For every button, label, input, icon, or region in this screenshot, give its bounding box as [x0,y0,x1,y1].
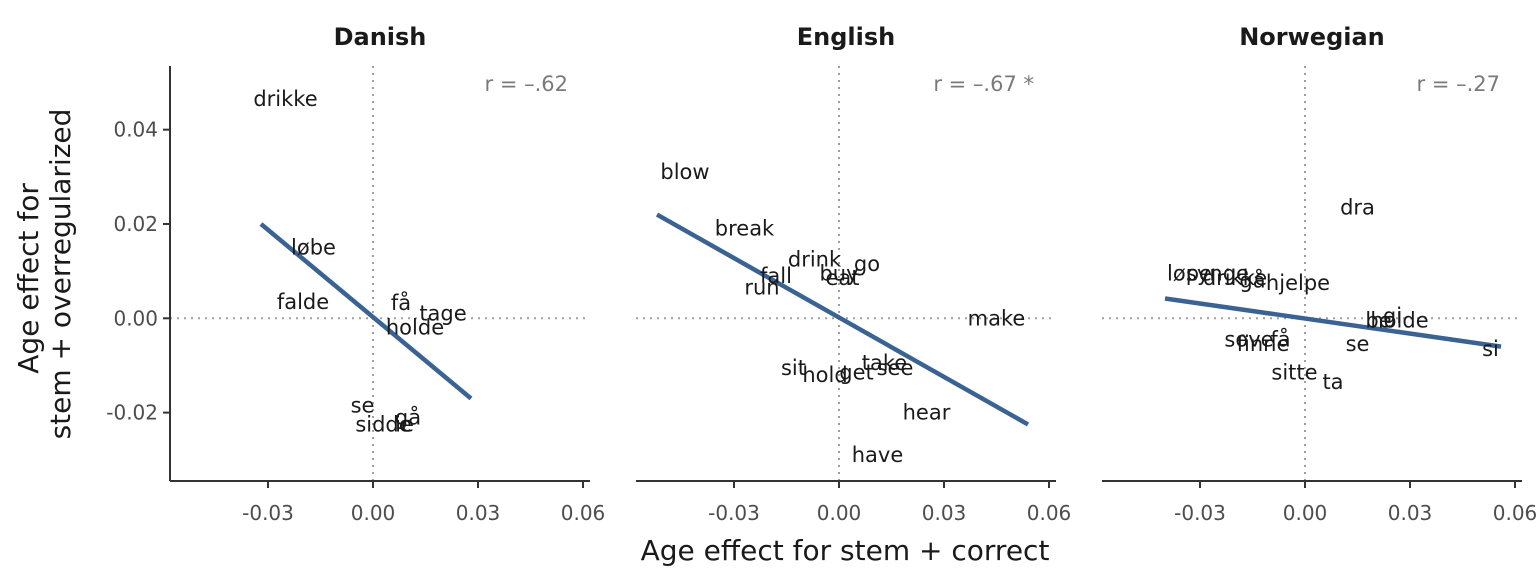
point-label: take [862,351,907,375]
point-label: drink [788,247,842,271]
regression-line [655,212,1030,427]
point-label: sitte [1271,361,1317,385]
panel-norwegian: Norwegian -0.03 0.00 0.03 0.06 r = –.27 dra løp… [1102,23,1536,525]
point-label: break [715,217,775,241]
point-label: gi [1383,304,1402,328]
panel-danish: Danish -0.03 0.00 0.03 0.06 -0.02 0.00 0.02 0.04… [106,23,605,525]
x-tick-label: 0.00 [351,501,396,525]
point-label: have [852,443,904,467]
correlation-label: r = –.67 * [933,72,1034,96]
point-label: hold [802,363,847,387]
facet-title: Danish [334,23,427,51]
regression-line [1164,296,1502,349]
point-label: tage [419,302,466,326]
point-label: holde [1370,309,1428,333]
x-tick-label: -0.03 [708,501,760,525]
x-tick-label: -0.03 [1174,501,1226,525]
regression-line [259,222,473,401]
x-tick-label: 0.03 [1388,501,1433,525]
panel-english: English -0.03 0.00 0.03 0.06 r = –.67 * blow br… [636,23,1071,525]
correlation-label: r = –.27 [1417,72,1500,96]
x-tick-label: 0.03 [922,501,967,525]
point-label: gå [395,404,421,429]
point-label: se [351,394,375,418]
point-label: gå [1239,268,1265,293]
point-label: si [1482,337,1499,361]
point-label: løpe [1167,262,1212,286]
facet-title: Norwegian [1239,23,1385,51]
point-label: blow [660,160,709,184]
point-label: falde [277,290,329,314]
point-label: sit [781,356,806,380]
y-axis-title-line-1: Age effect for [12,183,45,374]
point-label: drikke [1203,266,1267,290]
point-label: finne [1237,332,1290,356]
point-label: make [968,306,1026,330]
point-label: see [877,356,914,380]
point-label: se [1346,332,1370,356]
point-label: få [1270,327,1290,352]
y-tick-label: 0.00 [113,306,158,330]
point-label: hear [903,401,951,425]
y-tick-label: 0.02 [113,212,158,236]
point-label: sidde [355,412,411,436]
x-tick-label: 0.06 [561,501,606,525]
x-axis-title: Age effect for stem + correct [641,534,1050,567]
facet-title: English [797,23,895,51]
y-tick-label: -0.02 [106,401,158,425]
point-label: buy [819,262,858,286]
x-tick-label: 0.00 [817,501,862,525]
point-label: drikke [253,87,317,111]
point-label: synge [1186,262,1249,286]
point-label: få [391,290,411,315]
point-label: ta [1322,370,1343,394]
x-tick-label: 0.06 [1493,501,1536,525]
point-label: ie [395,412,414,436]
panels: Danish -0.03 0.00 0.03 0.06 -0.02 0.00 0.02 0.04… [106,23,1536,525]
y-axis-title-line-2: stem + overregularized [44,109,77,440]
point-label: hjelpe [1266,271,1330,295]
point-label: get [839,361,873,385]
x-tick-label: 0.00 [1283,501,1328,525]
point-label: be [1365,309,1391,333]
point-label: run [744,276,779,300]
x-tick-label: -0.03 [242,501,294,525]
x-tick-label: 0.03 [456,501,501,525]
point-label: dra [1340,195,1375,219]
y-tick-label: 0.04 [113,118,158,142]
point-label: sove [1224,328,1273,352]
x-tick-label: 0.06 [1027,501,1072,525]
point-label: holde [386,316,444,340]
point-label: løbe [291,236,336,260]
point-label: eat [825,266,859,290]
y-axis-title: Age effect for stem + overregularized [12,109,77,440]
point-label: go [854,252,880,276]
correlation-label: r = –.62 [485,72,568,96]
point-label: fall [760,264,792,288]
